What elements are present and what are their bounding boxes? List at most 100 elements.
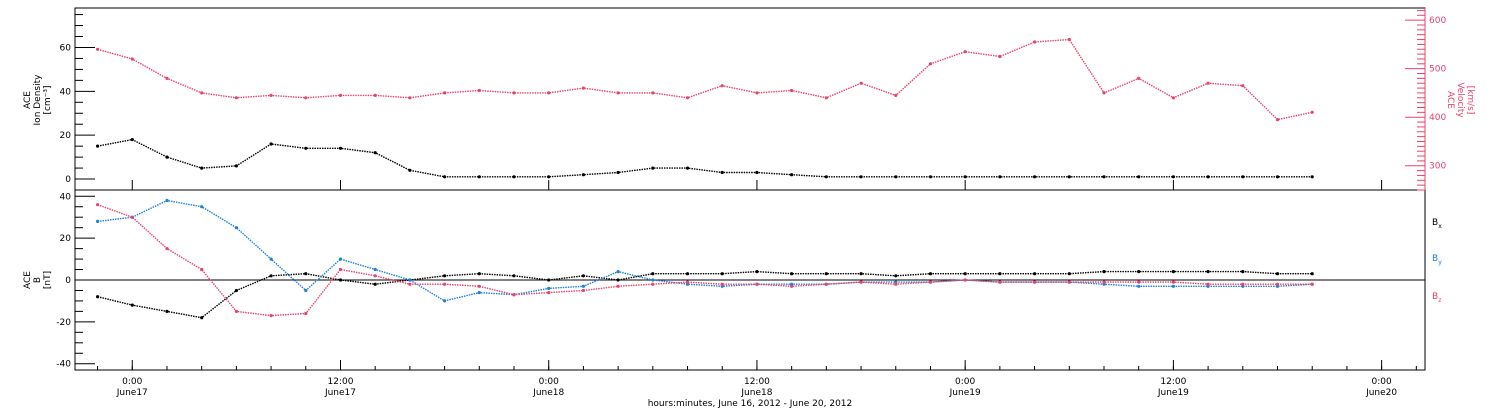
bz-point <box>1310 282 1314 286</box>
velocity-point <box>512 91 516 95</box>
bz-point <box>1241 282 1245 286</box>
by-point <box>547 286 551 290</box>
ion-density-point <box>824 175 828 179</box>
velocity-point <box>651 91 655 95</box>
ion-density-point <box>581 173 586 177</box>
bx-point <box>165 309 169 313</box>
velocity-point <box>547 91 551 95</box>
legend-bz-name: B <box>1432 292 1438 302</box>
top-left-tick-label: 20 <box>60 131 72 141</box>
velocity-point <box>96 47 100 51</box>
ion-density-point <box>720 170 724 175</box>
ion-density-point <box>304 146 308 150</box>
x-axis-title: hours:minutes, June 16, 2012 - June 20, … <box>648 399 853 409</box>
velocity-point <box>130 57 134 61</box>
by-point <box>304 288 308 293</box>
ion-density-trace <box>97 138 1313 178</box>
velocity-point <box>338 93 343 97</box>
velocity-point <box>998 54 1002 59</box>
velocity-point <box>1275 118 1280 122</box>
x-tick-day: June17 <box>324 388 356 398</box>
ion-density-point <box>1275 175 1280 179</box>
velocity-point <box>1171 96 1175 100</box>
ion-density-point <box>269 142 273 146</box>
ion-density-point <box>373 151 377 155</box>
velocity-point <box>200 91 204 95</box>
ion-density-point <box>685 166 690 170</box>
x-tick-time: 0:00 <box>1372 377 1392 387</box>
velocity-point <box>720 84 724 88</box>
legend-bz-sub: z <box>1438 297 1441 304</box>
bx-point <box>720 272 724 276</box>
bz-point <box>859 280 863 284</box>
velocity-point <box>373 93 377 97</box>
ion-density-point <box>408 168 412 172</box>
velocity-point <box>1241 84 1245 88</box>
velocity-point <box>1102 91 1106 95</box>
ion-density-point <box>96 144 100 148</box>
x-tick-time: 12:00 <box>744 377 770 387</box>
bz-point <box>512 293 516 297</box>
top-left-axis: 0 20 40 60 <box>60 14 95 185</box>
top-right-tick-label: 400 <box>1429 113 1446 123</box>
bz-point <box>963 278 967 282</box>
legend-by-name: B <box>1432 254 1438 264</box>
bx-point <box>269 274 273 278</box>
bz-point <box>547 291 551 295</box>
bx-trace <box>97 270 1313 319</box>
top-left-axis-label-2: Ion Density <box>33 74 43 126</box>
bz-point <box>200 267 204 272</box>
ion-density-point <box>1033 175 1037 179</box>
by-trace <box>97 199 1313 302</box>
bz-point <box>408 282 412 286</box>
ion-density-point <box>443 175 447 179</box>
ion-density-point <box>928 175 933 179</box>
top-panel-series <box>96 37 1314 179</box>
bx-point <box>1310 272 1314 276</box>
ion-density-point <box>1206 175 1210 179</box>
by-point <box>165 198 169 203</box>
by-point <box>200 205 204 209</box>
bz-point <box>1137 280 1141 284</box>
ion-density-point <box>1241 175 1245 179</box>
bz-point <box>1171 280 1175 284</box>
bz-point <box>755 282 759 286</box>
bx-point <box>616 278 620 282</box>
bz-point <box>1033 280 1037 284</box>
bx-point <box>581 274 586 278</box>
bx-point <box>651 272 655 276</box>
ion-density-point <box>547 175 551 179</box>
legend-by-sub: y <box>1438 259 1442 266</box>
ion-density-point <box>859 175 863 179</box>
bx-point <box>200 316 204 320</box>
velocity-point <box>234 96 238 100</box>
velocity-point <box>581 86 586 90</box>
bx-point <box>894 274 898 278</box>
bx-point <box>790 272 794 276</box>
bx-point <box>1206 270 1210 274</box>
ion-density-point <box>755 170 759 175</box>
x-tick-day: June19 <box>949 388 981 398</box>
velocity-point <box>1067 37 1071 42</box>
bx-point <box>96 295 100 299</box>
bx-point <box>755 270 759 274</box>
top-panel-frame <box>74 7 1426 191</box>
x-tick-time: 0:00 <box>955 377 975 387</box>
bz-point <box>1206 282 1210 286</box>
bx-point <box>824 272 828 276</box>
bx-point <box>1102 270 1106 274</box>
top-left-tick-label: 40 <box>60 87 72 97</box>
bottom-left-tick-label: 20 <box>60 234 72 244</box>
bx-point <box>1275 272 1280 276</box>
ion-density-point <box>130 138 134 142</box>
x-tick-time: 0:00 <box>539 377 559 387</box>
bz-point <box>1275 282 1280 286</box>
velocity-point <box>408 96 412 100</box>
bz-point <box>165 247 169 251</box>
bz-point <box>304 311 308 316</box>
by-point <box>443 299 447 303</box>
bx-point <box>477 272 481 276</box>
x-tick-time: 12:00 <box>328 377 354 387</box>
top-right-axis-label-1: ACE <box>1445 91 1455 109</box>
